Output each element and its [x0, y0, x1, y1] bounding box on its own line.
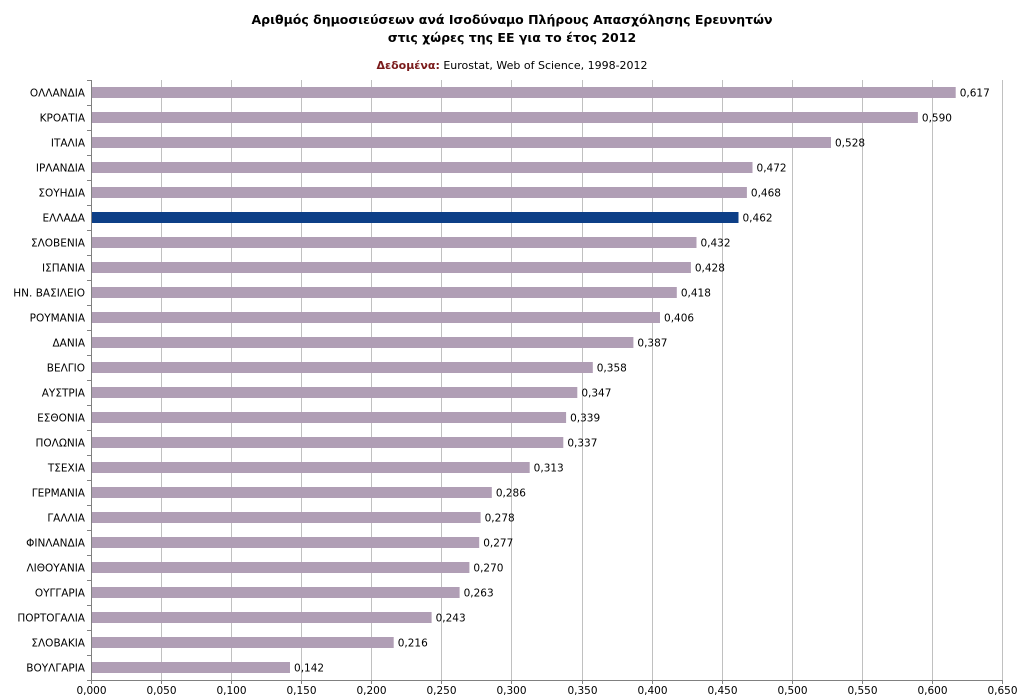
category-label: ΙΡΛΑΝΔΙΑ — [36, 163, 86, 175]
bar — [91, 437, 564, 448]
bar — [91, 362, 593, 373]
x-tick-label: 0,500 — [777, 685, 807, 697]
value-label: 0,347 — [581, 388, 611, 400]
x-tick-label: 0,250 — [426, 685, 456, 697]
x-tick-label: 0,450 — [707, 685, 737, 697]
bar — [91, 137, 831, 148]
category-label: ΛΙΘΟΥΑΝΙΑ — [26, 563, 85, 575]
category-label: ΔΑΝΙΑ — [53, 338, 86, 350]
value-label: 0,313 — [534, 463, 564, 475]
value-label: 0,216 — [398, 638, 428, 650]
source-text: Eurostat, Web of Science, 1998-2012 — [443, 59, 648, 72]
category-label: ΓΕΡΜΑΝΙΑ — [32, 488, 86, 500]
value-label: 0,278 — [485, 513, 515, 525]
value-label: 0,387 — [637, 338, 667, 350]
x-tick-label: 0,000 — [76, 685, 106, 697]
category-label: ΑΥΣΤΡΙΑ — [42, 388, 86, 400]
category-label: ΣΛΟΒΕΝΙΑ — [31, 238, 86, 250]
x-tick-label: 0,350 — [567, 685, 597, 697]
value-label: 0,142 — [294, 663, 324, 675]
x-tick-label: 0,550 — [847, 685, 877, 697]
category-label: ΗΝ. ΒΑΣΙΛΕΙΟ — [13, 288, 85, 300]
bar — [91, 487, 492, 498]
bar — [91, 387, 578, 398]
x-tick-label: 0,150 — [286, 685, 316, 697]
category-label: ΦΙΝΛΑΝΔΙΑ — [26, 538, 86, 550]
x-tick-label: 0,400 — [637, 685, 667, 697]
x-tick-label: 0,300 — [496, 685, 526, 697]
category-label: ΕΣΘΟΝΙΑ — [37, 413, 86, 425]
value-label: 0,263 — [464, 588, 494, 600]
bar — [91, 512, 481, 523]
bar — [91, 287, 677, 298]
category-label: ΣΛΟΒΑΚΙΑ — [31, 638, 85, 650]
bar — [91, 187, 747, 198]
bar — [91, 87, 956, 98]
category-label: ΓΑΛΛΙΑ — [47, 513, 85, 525]
category-label: ΡΟΥΜΑΝΙΑ — [30, 313, 86, 325]
bar — [91, 262, 691, 273]
bar — [91, 162, 753, 173]
category-label: ΒΕΛΓΙΟ — [47, 363, 85, 375]
chart-title: Αριθμός δημοσιεύσεων ανά Ισοδύναμο Πλήρο… — [0, 11, 1024, 47]
value-label: 0,243 — [436, 613, 466, 625]
category-label: ΙΤΑΛΙΑ — [51, 138, 86, 150]
category-label: ΚΡΟΑΤΙΑ — [40, 113, 86, 125]
value-label: 0,339 — [570, 413, 600, 425]
category-label: ΣΟΥΗΔΙΑ — [38, 188, 85, 200]
category-label: ΟΥΓΓΑΡΙΑ — [35, 588, 86, 600]
x-tick-label: 0,650 — [987, 685, 1017, 697]
value-label: 0,468 — [751, 188, 781, 200]
value-label: 0,358 — [597, 363, 627, 375]
bar — [91, 612, 432, 623]
value-label: 0,472 — [757, 163, 787, 175]
category-label: ΟΛΛΑΝΔΙΑ — [30, 88, 86, 100]
category-label: ΠΟΛΩΝΙΑ — [35, 438, 85, 450]
value-label: 0,462 — [743, 213, 773, 225]
value-label: 0,590 — [922, 113, 952, 125]
x-tick-label: 0,050 — [146, 685, 176, 697]
bar — [91, 337, 634, 348]
bar — [91, 662, 290, 673]
bar — [91, 312, 660, 323]
x-tick-label: 0,100 — [216, 685, 246, 697]
chart-source: Δεδομένα: Eurostat, Web of Science, 1998… — [0, 59, 1024, 73]
source-label: Δεδομένα: — [376, 59, 440, 72]
value-label: 0,418 — [681, 288, 711, 300]
chart-title-line-2: στις χώρες της ΕΕ για το έτος 2012 — [387, 30, 637, 45]
bar — [91, 587, 460, 598]
bar — [91, 112, 918, 123]
chart-title-line-1: Αριθμός δημοσιεύσεων ανά Ισοδύναμο Πλήρο… — [251, 12, 773, 27]
bar — [91, 237, 697, 248]
bar — [91, 562, 470, 573]
value-label: 0,528 — [835, 138, 865, 150]
bar — [91, 212, 739, 223]
value-label: 0,617 — [960, 88, 990, 100]
value-label: 0,286 — [496, 488, 526, 500]
category-label: ΒΟΥΛΓΑΡΙΑ — [26, 663, 86, 675]
bar — [91, 412, 567, 423]
value-label: 0,432 — [700, 238, 730, 250]
bar — [91, 537, 480, 548]
bar — [91, 462, 530, 473]
value-label: 0,277 — [483, 538, 513, 550]
value-label: 0,428 — [695, 263, 725, 275]
category-label: ΙΣΠΑΝΙΑ — [42, 263, 86, 275]
value-label: 0,406 — [664, 313, 694, 325]
category-label: ΕΛΛΑΔΑ — [42, 213, 85, 225]
value-label: 0,270 — [473, 563, 503, 575]
x-tick-label: 0,600 — [917, 685, 947, 697]
category-label: ΠΟΡΤΟΓΑΛΙΑ — [17, 613, 85, 625]
category-label: ΤΣΕΧΙΑ — [47, 463, 86, 475]
x-tick-label: 0,200 — [356, 685, 386, 697]
bar — [91, 637, 394, 648]
value-label: 0,337 — [567, 438, 597, 450]
